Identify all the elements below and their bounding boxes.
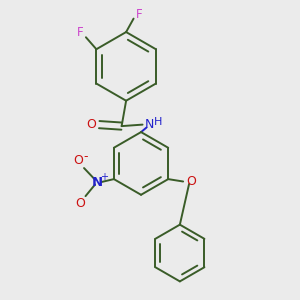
Text: +: + <box>100 172 108 182</box>
Text: H: H <box>154 117 162 127</box>
Text: -: - <box>83 150 88 163</box>
Text: N: N <box>144 118 154 131</box>
Text: O: O <box>75 197 85 210</box>
Text: N: N <box>92 176 103 189</box>
Text: F: F <box>76 26 83 39</box>
Text: F: F <box>136 8 143 21</box>
Text: O: O <box>74 154 84 167</box>
Text: O: O <box>86 118 96 130</box>
Text: O: O <box>187 175 196 188</box>
